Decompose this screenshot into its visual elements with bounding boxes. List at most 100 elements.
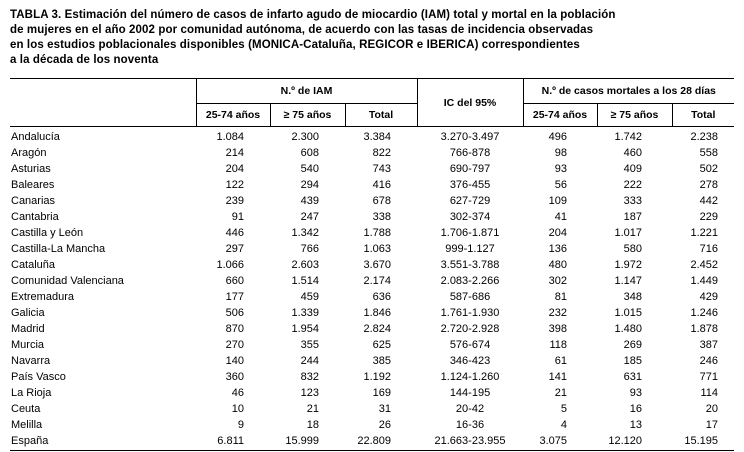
region-cell: País Vasco bbox=[11, 371, 66, 383]
value-cell: 13 bbox=[629, 419, 642, 431]
value-cell: 302-374 bbox=[449, 211, 491, 223]
region-cell: Murcia bbox=[11, 339, 45, 351]
region-cell: Castilla-La Mancha bbox=[11, 243, 106, 255]
iam-estimates-table: N.º de IAM IC del 95% N.º de casos morta… bbox=[10, 78, 735, 451]
value-cell: 214 bbox=[225, 147, 244, 159]
subheader-iam-total: Total bbox=[344, 103, 418, 127]
table-row: Galicia 506 1.339 1.846 1.761-1.930 232 1.015 1… bbox=[10, 305, 734, 321]
value-cell: 690-797 bbox=[449, 163, 491, 175]
value-cell: 297 bbox=[225, 243, 244, 255]
value-cell: 631 bbox=[623, 371, 642, 383]
group-header-iam: N.º de IAM bbox=[195, 78, 418, 104]
value-cell: 460 bbox=[623, 147, 642, 159]
value-cell: 2.603 bbox=[291, 259, 319, 271]
region-cell: Extremadura bbox=[11, 291, 74, 303]
value-cell: 627-729 bbox=[449, 195, 491, 207]
value-cell: 109 bbox=[548, 195, 567, 207]
value-cell: 177 bbox=[225, 291, 244, 303]
value-cell: 3.270-3.497 bbox=[440, 131, 500, 143]
value-cell: 678 bbox=[372, 195, 391, 207]
value-cell: 2.174 bbox=[363, 275, 391, 287]
value-cell: 442 bbox=[699, 195, 719, 207]
value-cell: 832 bbox=[300, 371, 319, 383]
value-cell: 247 bbox=[300, 211, 319, 223]
region-cell: Ceuta bbox=[11, 403, 41, 415]
value-cell: 3.075 bbox=[523, 433, 597, 451]
value-cell: 2.720-2.928 bbox=[440, 323, 500, 335]
region-cell: Comunidad Valenciana bbox=[11, 275, 124, 287]
value-cell: 3.384 bbox=[363, 131, 391, 143]
value-cell: 1.246 bbox=[690, 307, 719, 319]
table-row: Murcia 270 355 625 576-674 118 269 387 bbox=[10, 337, 734, 353]
value-cell: 18 bbox=[306, 419, 319, 431]
value-cell: 269 bbox=[623, 339, 642, 351]
value-cell: 771 bbox=[699, 371, 719, 383]
value-cell: 1.084 bbox=[216, 131, 244, 143]
value-cell: 558 bbox=[699, 147, 719, 159]
value-cell: 56 bbox=[554, 179, 567, 191]
caption-line-4: a la década de los noventa bbox=[10, 54, 159, 66]
value-cell: 20 bbox=[705, 403, 719, 415]
region-cell: Asturias bbox=[11, 163, 51, 175]
value-cell: 822 bbox=[372, 147, 391, 159]
value-cell: 2.083-2.266 bbox=[440, 275, 500, 287]
value-cell: 4 bbox=[560, 419, 567, 431]
value-cell: 26 bbox=[378, 419, 391, 431]
value-cell: 81 bbox=[554, 291, 567, 303]
table-row: Comunidad Valenciana 660 1.514 2.174 2.083-2… bbox=[10, 273, 734, 289]
subheader-iam-75plus: ≥ 75 años bbox=[269, 103, 346, 127]
value-cell: 187 bbox=[623, 211, 642, 223]
value-cell: 480 bbox=[548, 259, 567, 271]
caption-line-1: TABLA 3. Estimación del número de casos … bbox=[10, 9, 616, 21]
value-cell: 1.192 bbox=[363, 371, 391, 383]
group-header-ic95: IC del 95% bbox=[416, 78, 524, 127]
value-cell: 114 bbox=[700, 387, 719, 399]
table-row: Navarra 140 244 385 346-423 61 185 246 bbox=[10, 353, 734, 369]
value-cell: 716 bbox=[699, 243, 719, 255]
value-cell: 17 bbox=[705, 419, 719, 431]
region-cell: Baleares bbox=[11, 179, 55, 191]
table-caption: TABLA 3. Estimación del número de casos … bbox=[10, 8, 734, 68]
value-cell: 576-674 bbox=[449, 339, 491, 351]
value-cell: 2.300 bbox=[291, 131, 319, 143]
table-row: Madrid 870 1.954 2.824 2.720-2.928 398 1.480 1.… bbox=[10, 321, 734, 337]
region-cell: Galicia bbox=[11, 307, 45, 319]
subheader-iam-25-74: 25-74 años bbox=[195, 103, 271, 127]
value-cell: 387 bbox=[699, 339, 719, 351]
value-cell: 360 bbox=[225, 371, 244, 383]
value-cell: 5 bbox=[560, 403, 567, 415]
region-cell: Canarias bbox=[11, 195, 56, 207]
value-cell: 185 bbox=[623, 355, 642, 367]
region-column-header bbox=[10, 78, 197, 127]
value-cell: 93 bbox=[554, 163, 567, 175]
table-row: Ceuta 10 21 31 20-42 5 16 20 bbox=[10, 401, 734, 417]
value-cell: 1.342 bbox=[291, 227, 319, 239]
value-cell: 9 bbox=[237, 419, 244, 431]
value-cell: 502 bbox=[699, 163, 719, 175]
table-row: Castilla-La Mancha 297 766 1.063 999-1.127 13… bbox=[10, 241, 734, 257]
value-cell: 409 bbox=[623, 163, 642, 175]
value-cell: 204 bbox=[225, 163, 244, 175]
value-cell: 294 bbox=[300, 179, 319, 191]
value-cell: 61 bbox=[554, 355, 567, 367]
value-cell: 333 bbox=[623, 195, 642, 207]
value-cell: 1.788 bbox=[363, 227, 391, 239]
region-cell: Cataluña bbox=[11, 259, 56, 271]
value-cell: 2.238 bbox=[690, 131, 719, 143]
value-cell: 1.761-1.930 bbox=[440, 307, 500, 319]
value-cell: 398 bbox=[548, 323, 567, 335]
subheader-mort-total: Total bbox=[671, 103, 735, 127]
table-row: Melilla 9 18 26 16-36 4 13 17 bbox=[10, 417, 734, 433]
value-cell: 144-195 bbox=[449, 387, 491, 399]
value-cell: 270 bbox=[225, 339, 244, 351]
table-row: España 6.811 15.999 22.809 21.663-23.955 3.07… bbox=[10, 433, 735, 451]
value-cell: 1.063 bbox=[363, 243, 391, 255]
region-cell: Andalucía bbox=[11, 131, 60, 143]
region-cell: La Rioja bbox=[11, 387, 52, 399]
table-row: País Vasco 360 832 1.192 1.124-1.260 141 631 77… bbox=[10, 369, 734, 385]
value-cell: 21 bbox=[306, 403, 319, 415]
value-cell: 244 bbox=[300, 355, 319, 367]
value-cell: 15.999 bbox=[270, 433, 345, 451]
value-cell: 338 bbox=[372, 211, 391, 223]
value-cell: 3.551-3.788 bbox=[440, 259, 500, 271]
